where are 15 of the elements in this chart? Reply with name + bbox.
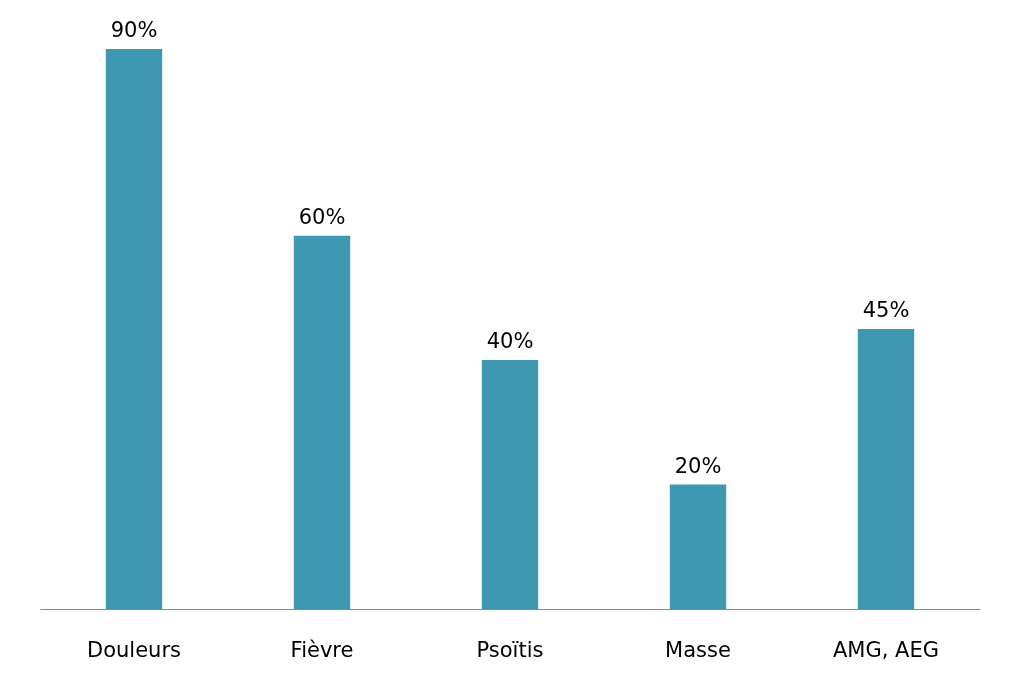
x-tick-label: AMG, AEG: [832, 637, 940, 662]
bar: [293, 235, 351, 609]
data-label: 20%: [674, 453, 722, 478]
bar: [105, 49, 163, 609]
data-label: 45%: [862, 298, 910, 322]
x-tick-label: Fièvre: [290, 637, 354, 662]
x-tick-label: Psoïtis: [476, 637, 544, 662]
bar: [481, 360, 539, 609]
bar: [857, 329, 915, 609]
data-label: 90%: [110, 18, 158, 42]
data-label: 40%: [486, 329, 534, 354]
data-label: 60%: [298, 204, 346, 229]
x-tick-label: Masse: [665, 637, 731, 662]
bar: [669, 484, 727, 609]
x-tick-label: Douleurs: [87, 637, 181, 662]
